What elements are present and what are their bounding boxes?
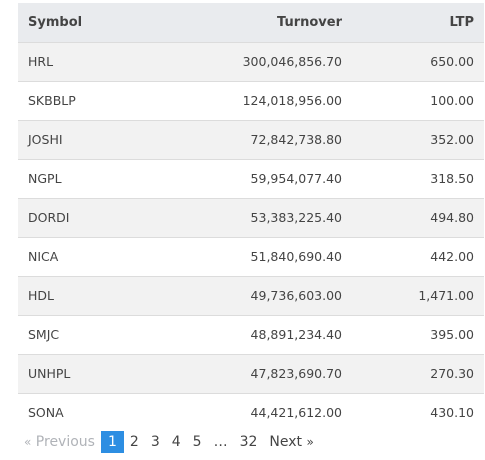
page-3-button[interactable]: 3 <box>150 434 160 450</box>
table-row: HDL 49,736,603.00 1,471.00 <box>18 275 484 315</box>
table-row: NGPL 59,954,077.40 318.50 <box>18 158 484 198</box>
table-row: SONA 44,421,612.00 430.10 <box>18 392 484 429</box>
page-5-button[interactable]: 5 <box>192 434 202 450</box>
page-32-button[interactable]: 32 <box>239 434 258 450</box>
next-label: Next <box>269 434 303 450</box>
previous-button[interactable]: « Previous <box>18 431 101 453</box>
previous-label: Previous <box>35 434 95 450</box>
table-row: HRL 300,046,856.70 650.00 <box>18 41 484 81</box>
pagination: « Previous 1 2 3 4 5 … 32 Next » <box>18 431 320 453</box>
turnover-cell: 124,018,956.00 <box>178 80 352 120</box>
table-row: JOSHI 72,842,738.80 352.00 <box>18 119 484 159</box>
turnover-cell: 47,823,690.70 <box>178 353 352 393</box>
next-button[interactable]: Next » <box>263 431 319 453</box>
table-row: NICA 51,840,690.40 442.00 <box>18 236 484 276</box>
page-4-button[interactable]: 4 <box>171 434 181 450</box>
symbol-cell: SKBBLP <box>18 80 178 120</box>
symbol-cell: DORDI <box>18 197 178 237</box>
ltp-cell: 395.00 <box>352 314 484 354</box>
turnover-cell: 49,736,603.00 <box>178 275 352 315</box>
symbol-cell: SONA <box>18 392 178 429</box>
turnover-cell: 53,383,225.40 <box>178 197 352 237</box>
table-row: UNHPL 47,823,690.70 270.30 <box>18 353 484 393</box>
column-header-turnover[interactable]: Turnover <box>277 14 342 30</box>
turnover-cell: 48,891,234.40 <box>178 314 352 354</box>
symbol-cell: UNHPL <box>18 353 178 393</box>
double-chevron-right-icon: » <box>306 435 314 449</box>
turnover-cell: 300,046,856.70 <box>178 41 352 81</box>
ltp-cell: 352.00 <box>352 119 484 159</box>
turnover-cell: 44,421,612.00 <box>178 392 352 429</box>
table-header-row: Symbol Turnover LTP <box>18 3 484 42</box>
symbol-cell: HRL <box>18 41 178 81</box>
symbol-cell: NGPL <box>18 158 178 198</box>
symbol-cell: SMJC <box>18 314 178 354</box>
table-row: SMJC 48,891,234.40 395.00 <box>18 314 484 354</box>
column-header-symbol[interactable]: Symbol <box>28 14 83 30</box>
ltp-cell: 442.00 <box>352 236 484 276</box>
symbol-cell: JOSHI <box>18 119 178 159</box>
pagination-ellipsis: … <box>213 434 228 450</box>
turnover-table-container: Symbol Turnover LTP HRL 300,046,856.70 6… <box>18 3 484 429</box>
ltp-cell: 100.00 <box>352 80 484 120</box>
ltp-cell: 1,471.00 <box>352 275 484 315</box>
table-row: DORDI 53,383,225.40 494.80 <box>18 197 484 237</box>
symbol-cell: HDL <box>18 275 178 315</box>
ltp-cell: 270.30 <box>352 353 484 393</box>
ltp-cell: 318.50 <box>352 158 484 198</box>
table-row: SKBBLP 124,018,956.00 100.00 <box>18 80 484 120</box>
symbol-cell: NICA <box>18 236 178 276</box>
turnover-cell: 51,840,690.40 <box>178 236 352 276</box>
turnover-table: Symbol Turnover LTP HRL 300,046,856.70 6… <box>18 3 484 429</box>
turnover-cell: 72,842,738.80 <box>178 119 352 159</box>
ltp-cell: 494.80 <box>352 197 484 237</box>
ltp-cell: 650.00 <box>352 41 484 81</box>
ltp-cell: 430.10 <box>352 392 484 429</box>
double-chevron-left-icon: « <box>24 435 32 449</box>
page-2-button[interactable]: 2 <box>129 434 139 450</box>
page-1-button[interactable]: 1 <box>100 431 124 453</box>
turnover-cell: 59,954,077.40 <box>178 158 352 198</box>
column-header-ltp[interactable]: LTP <box>449 14 474 30</box>
